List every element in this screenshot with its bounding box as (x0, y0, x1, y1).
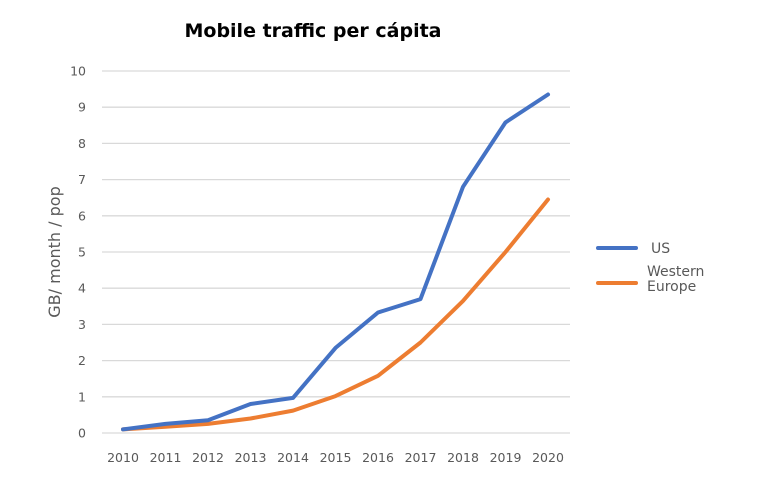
y-tick-label: 9 (78, 100, 86, 115)
series-lines (121, 92, 550, 432)
legend-label: US (651, 241, 670, 257)
series-line-western-europe (121, 197, 550, 432)
y-axis-label: GB/ month / pop (45, 186, 64, 317)
legend-label: Europe (647, 279, 696, 295)
y-tick-label: 6 (78, 208, 86, 223)
x-tick-label: 2020 (532, 450, 564, 465)
legend-item-us: US (596, 241, 670, 257)
x-tick-label: 2018 (447, 450, 479, 465)
y-tick-label: 10 (70, 64, 86, 79)
x-tick-label: 2011 (150, 450, 182, 465)
x-tick-label: 2015 (320, 450, 352, 465)
x-tick-label: 2013 (235, 450, 267, 465)
chart-title: Mobile traffic per cápita (184, 20, 442, 42)
legend-label: Western (647, 264, 704, 280)
x-tick-label: 2019 (490, 450, 522, 465)
x-tick-label: 2010 (107, 450, 139, 465)
x-tick-label: 2017 (405, 450, 437, 465)
y-tick-label: 1 (78, 389, 86, 404)
x-tick-label: 2016 (362, 450, 394, 465)
gridlines (102, 70, 570, 434)
y-axis-ticks: 0 1 2 3 4 5 6 7 8 9 10 (70, 64, 86, 441)
y-tick-label: 5 (78, 245, 86, 260)
x-tick-label: 2014 (277, 450, 309, 465)
x-axis-ticks: 2010 2011 2012 2013 2014 2015 2016 2017 2018 2019… (107, 450, 564, 465)
x-tick-label: 2012 (192, 450, 224, 465)
y-tick-label: 0 (78, 426, 86, 441)
y-tick-label: 7 (78, 172, 86, 187)
y-tick-label: 4 (78, 281, 86, 296)
y-tick-label: 8 (78, 136, 86, 151)
series-line-us (121, 92, 550, 432)
y-tick-label: 3 (78, 317, 86, 332)
y-tick-label: 2 (78, 353, 86, 368)
